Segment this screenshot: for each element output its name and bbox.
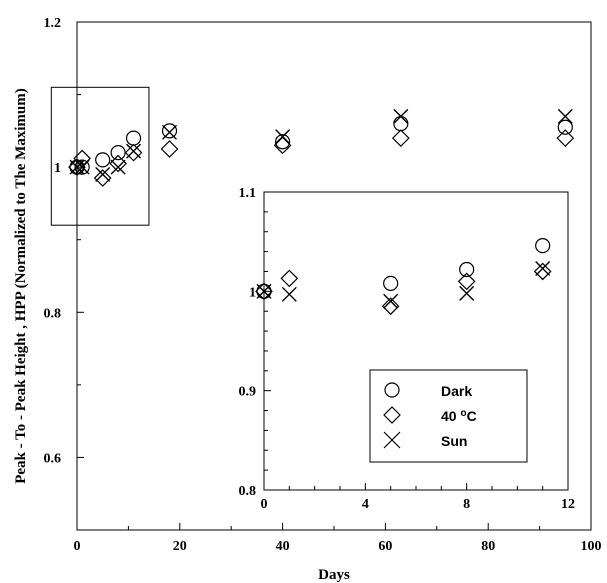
main-point-sun: [557, 108, 573, 124]
inset-y-tick-label: 1: [249, 285, 256, 300]
main-x-tick-label: 40: [276, 539, 290, 554]
y-axis-title: Peak - To - Peak Height , HPP (Normalize…: [13, 88, 29, 484]
main-markers: [68, 108, 575, 187]
inset-markers: [255, 238, 552, 316]
inset-point-40-oc: [255, 282, 273, 301]
main-point-40-oc: [391, 129, 410, 147]
main-series-dark: [69, 115, 573, 175]
legend-40c-label: 40 oC: [441, 408, 477, 424]
main-x-tick-label: 20: [173, 539, 187, 554]
inset-point-40-oc: [381, 297, 400, 316]
legend-dark-label: Dark: [441, 383, 472, 399]
main-point-sun: [110, 159, 126, 175]
main-series-40-oc: [68, 129, 575, 187]
main-point-sun: [162, 124, 178, 140]
main-y-tick-label: 0.8: [44, 306, 62, 321]
inset-series-dark: [256, 238, 551, 299]
inset-series-40-oc: [255, 262, 552, 316]
inset-x-tick-label: 4: [362, 497, 369, 512]
inset-point-sun: [535, 260, 551, 276]
main-y-tick-label: 1: [54, 161, 61, 176]
main-point-sun: [74, 159, 90, 175]
inset-y-tick-label: 0.9: [239, 385, 257, 400]
zoom-box-rect: [50, 86, 150, 226]
legend-dark-marker: [384, 382, 400, 398]
inset-point-40-oc: [280, 269, 299, 288]
main-x-tick-label: 60: [378, 539, 392, 554]
inset-point-sun: [281, 286, 297, 302]
main-y-tick-label: 0.6: [44, 451, 62, 466]
inset-point-dark: [383, 275, 399, 291]
legend-box: [369, 369, 528, 463]
main-point-dark: [110, 145, 126, 161]
inset-point-dark: [256, 283, 272, 299]
main-point-40-oc: [68, 158, 86, 176]
legend: Dark 40 oC Sun: [369, 369, 528, 463]
main-point-dark: [275, 134, 291, 150]
legend-sun-label: Sun: [441, 433, 467, 449]
zoom-box: [50, 86, 150, 226]
main-point-dark: [557, 119, 573, 135]
main-point-dark: [95, 152, 111, 168]
inset-y-tick-label: 0.8: [239, 484, 257, 499]
inset-point-dark: [535, 238, 551, 254]
main-point-40-oc: [124, 143, 143, 162]
inset-ticks: 0 4 8 12 0.8 0.9 1 1.1: [239, 186, 576, 512]
inset-point-sun: [256, 283, 272, 299]
legend-40c-marker: [383, 406, 401, 424]
main-point-40-oc: [109, 154, 127, 173]
main-x-tick-label: 100: [581, 539, 602, 554]
main-point-40-oc: [93, 169, 112, 187]
main-point-sun: [95, 166, 111, 182]
inset-point-dark: [459, 261, 475, 278]
main-point-sun: [393, 108, 409, 124]
inset-series-sun: [256, 260, 551, 309]
x-axis-title: Days: [318, 567, 350, 583]
inset-x-tick-label: 8: [463, 497, 470, 512]
inset-point-sun: [459, 285, 475, 301]
main-point-40-oc: [160, 140, 179, 158]
main-point-dark: [74, 159, 90, 175]
inset-x-tick-label: 0: [261, 497, 268, 512]
main-point-sun: [126, 143, 142, 159]
main-series-sun: [69, 108, 573, 182]
main-point-sun: [69, 159, 85, 175]
inset-point-sun: [383, 293, 399, 309]
legend-sun-marker: [383, 431, 401, 449]
inset-point-40-oc: [457, 272, 476, 291]
main-x-tick-label: 0: [74, 539, 81, 554]
main-point-dark: [393, 115, 409, 132]
inset-y-tick-label: 1.1: [239, 186, 257, 201]
main-point-40-oc: [556, 129, 575, 147]
main-y-tick-label: 1.2: [44, 16, 62, 31]
main-point-dark: [69, 159, 85, 175]
inset-point-40-oc: [533, 262, 552, 281]
main-point-dark: [161, 123, 178, 139]
main-point-dark: [125, 130, 142, 146]
main-x-tick-label: 80: [481, 539, 495, 554]
main-point-sun: [275, 129, 291, 145]
inset-x-tick-label: 12: [561, 497, 575, 512]
